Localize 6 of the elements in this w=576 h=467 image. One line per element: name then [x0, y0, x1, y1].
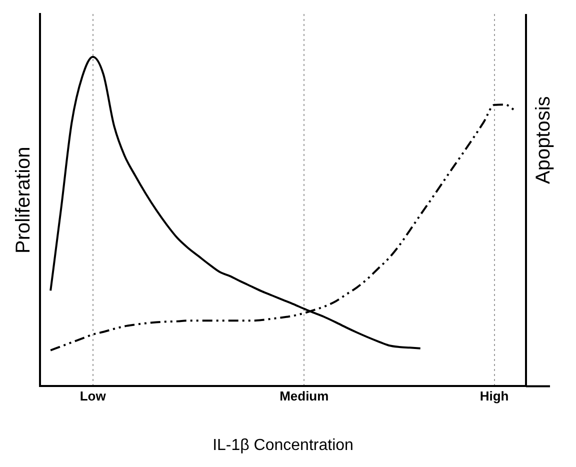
- x-tick-label: High: [480, 388, 509, 404]
- y-axis-title: Proliferation: [12, 146, 35, 254]
- x-axis-title: IL-1β Concentration: [212, 436, 354, 454]
- x-tick-label: Low: [80, 388, 107, 404]
- text: Apoptosis: [532, 96, 555, 184]
- x-tick-label: Medium: [280, 388, 329, 404]
